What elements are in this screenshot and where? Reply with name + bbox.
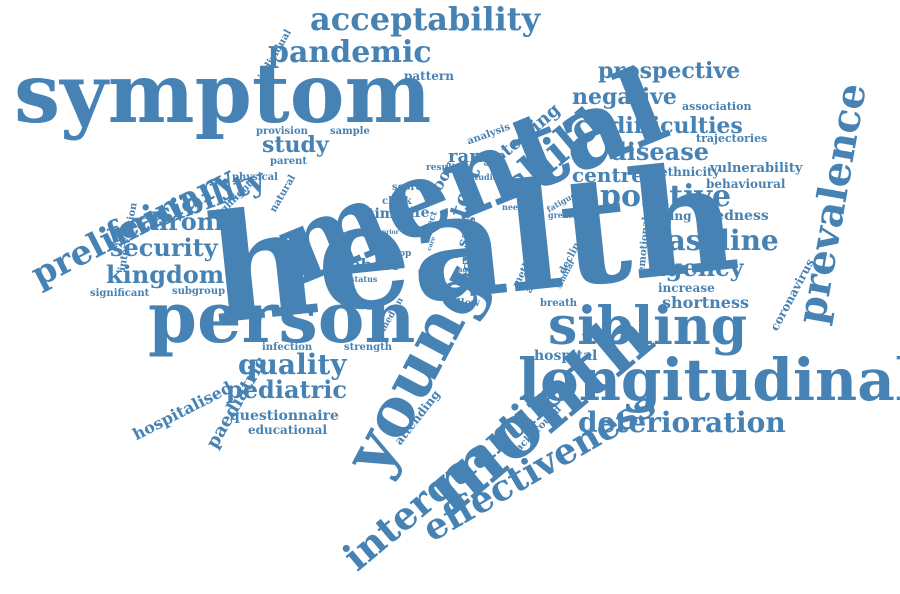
word-emotional: emotional [636,216,652,273]
word-longitudinal: longitudinal [518,346,900,414]
word-security: security [110,233,219,262]
word-score: score [392,182,422,193]
word-sibling: sibling [548,296,747,357]
word-level: level [458,273,474,280]
word-increase: increase [658,281,715,295]
word-ethnicity: ethnicity [660,165,721,179]
word-behavioural: behavioural [706,177,786,191]
word-disease: disease [610,137,709,166]
word-subgroup: subgroup [172,286,225,297]
word-pediatric: pediatric [226,375,347,404]
word-sample: sample [330,126,370,137]
word-infection: infection [262,342,313,353]
word-year: year [455,248,476,258]
word-drop: drop [388,249,411,259]
word-studies: studies [470,172,503,182]
word-result: result [426,163,456,173]
word-rate: rate [462,256,480,266]
word-centre: centre [572,163,644,187]
word-strength: strength [344,342,393,353]
word-greater: greater [548,210,582,220]
word-person: person [148,276,415,359]
word-questionnaire: questionnaire [230,408,339,424]
word-significant: significant [90,288,150,299]
word-vulnerability: vulnerability [709,161,803,176]
word-shortness: shortness [662,293,749,312]
word-tiredness: tiredness [696,208,769,224]
word-cohort: cohort [340,255,399,274]
word-negative: negative [572,84,677,110]
word-parent: parent [270,156,307,167]
word-acceptability: acceptability [310,0,542,38]
word-difficulties: difficulties [610,113,743,139]
word-aged: aged [458,265,477,274]
word-positive: positive [600,179,731,214]
word-symptom: symptom [14,46,431,142]
word-range: range [448,146,506,167]
word-deterioration: deterioration [578,406,786,439]
word-agency: agency [650,253,745,282]
word-care: care [426,236,438,252]
word-need: need [502,202,524,212]
word-provision: provision [256,126,309,137]
word-life: life [404,205,430,221]
word-baseline: baseline [648,224,779,257]
word-time: time [368,206,404,222]
word-prospective: prospective [598,58,740,84]
word-study: study [262,132,330,158]
word-pattern: pattern [404,69,454,83]
word-pandemic: pandemic [268,35,432,70]
word-quality: quality [238,348,347,381]
word-chronic: chronic [136,207,238,236]
word-follow: follow [446,298,480,309]
word-breath: breath [540,298,578,309]
word-prior: prior [382,229,400,236]
word-status: status [350,274,378,284]
word-educational: educational [248,423,327,437]
word-physical: physical [232,172,278,183]
word-trajectories: trajectories [696,132,767,145]
word-clock: clock [382,196,413,207]
word-total: total [418,269,434,276]
word-kingdom: kingdom [106,260,224,289]
word-hospital: hospital [534,348,597,364]
word-association: association [682,100,751,113]
word-finding: finding [644,209,692,223]
